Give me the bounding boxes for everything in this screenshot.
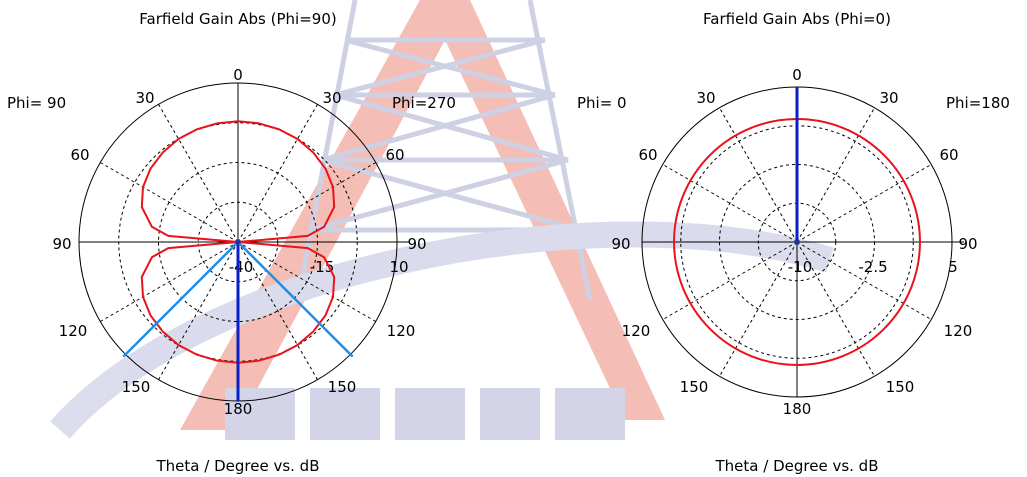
marker-line bbox=[122, 241, 239, 358]
watermark-logo bbox=[50, 0, 834, 440]
phi-left-label: Phi= 90 bbox=[7, 94, 66, 112]
angle-label-upper-right: 30 bbox=[879, 89, 898, 107]
marker-line bbox=[237, 241, 354, 358]
radial-tick-outer: 10 bbox=[389, 258, 408, 276]
angle-label-right: 90 bbox=[958, 235, 977, 253]
grid-spoke bbox=[796, 164, 932, 243]
angle-label-right: 90 bbox=[407, 235, 426, 253]
watermark-wordmark bbox=[225, 388, 625, 440]
angle-label-mid-right-high: 60 bbox=[385, 146, 404, 164]
phi-right-label: Phi=270 bbox=[392, 94, 456, 112]
watermark-arc bbox=[50, 221, 834, 439]
grid-spoke bbox=[719, 241, 798, 377]
radial-tick-inner: -40 bbox=[229, 258, 254, 276]
angle-label-top: 0 bbox=[233, 66, 243, 84]
polar-chart-phi-90: Farfield Gain Abs (Phi=90) Phi= 90 Phi=2… bbox=[7, 10, 456, 475]
grid-spoke bbox=[796, 241, 932, 320]
angle-label-mid-left-high: 60 bbox=[70, 146, 89, 164]
chart-title: Farfield Gain Abs (Phi=0) bbox=[703, 10, 891, 28]
x-axis-label: Theta / Degree vs. dB bbox=[715, 457, 879, 475]
grid-spoke bbox=[662, 241, 798, 320]
angle-label-lower-right: 150 bbox=[886, 378, 915, 396]
angle-label-mid-left-low: 120 bbox=[622, 322, 651, 340]
angle-label-mid-right-high: 60 bbox=[939, 146, 958, 164]
watermark-red-triangle bbox=[180, 0, 665, 430]
angle-label-top: 0 bbox=[792, 66, 802, 84]
chart-title: Farfield Gain Abs (Phi=90) bbox=[139, 10, 336, 28]
grid-spoke bbox=[662, 164, 798, 243]
grid-spoke bbox=[237, 162, 376, 243]
angle-label-mid-left-low: 120 bbox=[59, 322, 88, 340]
grid-spoke bbox=[100, 162, 239, 243]
angle-label-bottom: 180 bbox=[783, 400, 812, 418]
radial-tick-outer: 5 bbox=[948, 258, 958, 276]
angle-label-lower-left: 150 bbox=[122, 378, 151, 396]
angle-label-upper-right: 30 bbox=[322, 89, 341, 107]
grid-spoke bbox=[100, 241, 239, 322]
grid-spoke bbox=[796, 241, 875, 377]
polar-grid bbox=[641, 86, 964, 398]
grid-spoke bbox=[158, 104, 239, 243]
phi-left-label: Phi= 0 bbox=[577, 94, 627, 112]
center-marker bbox=[794, 239, 800, 245]
angle-label-left: 90 bbox=[52, 235, 71, 253]
grid-spoke bbox=[237, 241, 376, 322]
center-marker bbox=[235, 239, 241, 245]
radial-tick-inner: -10 bbox=[788, 258, 813, 276]
phi-right-label: Phi=180 bbox=[946, 94, 1010, 112]
radial-tick-middle: -15 bbox=[310, 258, 335, 276]
angle-label-upper-left: 30 bbox=[696, 89, 715, 107]
polar-chart-phi-0: Farfield Gain Abs (Phi=0) Phi= 0 Phi=180… bbox=[577, 10, 1010, 475]
grid-spoke bbox=[796, 107, 875, 243]
grid-spoke bbox=[237, 241, 318, 380]
angle-label-bottom: 180 bbox=[224, 400, 253, 418]
angle-label-mid-right-low: 120 bbox=[944, 322, 973, 340]
grid-spoke bbox=[158, 241, 239, 380]
watermark-tower bbox=[295, 0, 593, 301]
grid-spoke bbox=[719, 107, 798, 243]
angle-label-mid-left-high: 60 bbox=[638, 146, 657, 164]
angle-label-lower-right: 150 bbox=[328, 378, 357, 396]
angle-label-upper-left: 30 bbox=[135, 89, 154, 107]
x-axis-label: Theta / Degree vs. dB bbox=[156, 457, 320, 475]
grid-spoke bbox=[237, 104, 318, 243]
angle-label-lower-left: 150 bbox=[680, 378, 709, 396]
angle-label-left: 90 bbox=[611, 235, 630, 253]
angle-label-mid-right-low: 120 bbox=[387, 322, 416, 340]
radial-tick-middle: -2.5 bbox=[858, 258, 887, 276]
